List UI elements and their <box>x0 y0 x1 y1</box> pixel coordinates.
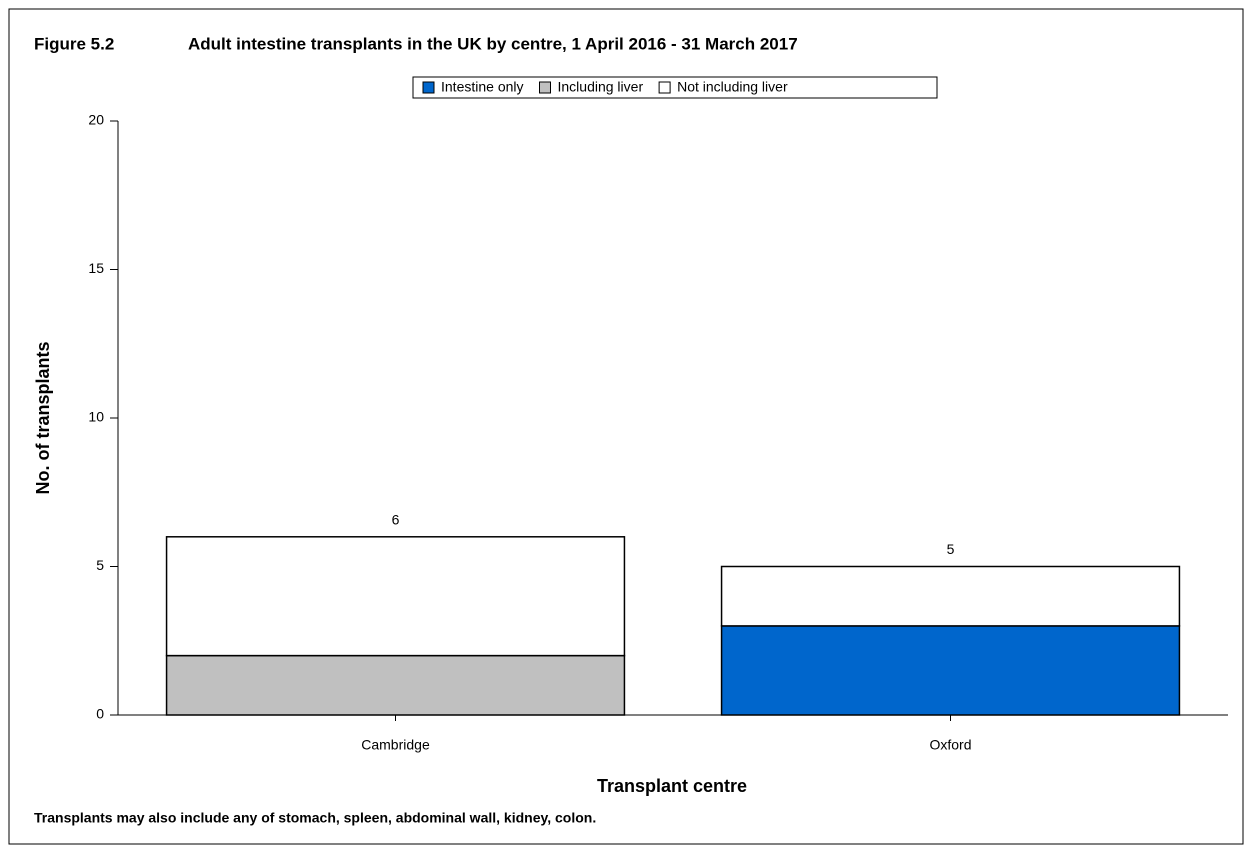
note: Transplants may also include any of stom… <box>34 810 596 826</box>
x-axis-title: Transplant centre <box>597 776 747 796</box>
bar-segment <box>165 536 626 657</box>
chart-title: Adult intestine transplants in the UK by… <box>188 34 798 53</box>
bar-segment <box>720 625 1181 716</box>
y-tick-label: 15 <box>88 260 104 276</box>
bar-segment <box>165 654 626 716</box>
legend-swatch <box>539 81 551 94</box>
frame <box>8 8 1244 845</box>
legend-swatch <box>422 81 435 94</box>
total-label: 6 <box>392 512 400 528</box>
y-tick-label: 10 <box>88 409 104 425</box>
y-tick-label: 20 <box>88 112 104 128</box>
legend-label: Not including liver <box>677 79 788 95</box>
legend-label: Intestine only <box>441 79 524 95</box>
figure-label: Figure 5.2 <box>34 34 114 53</box>
y-tick-label: 5 <box>96 557 104 573</box>
total-label: 5 <box>947 541 955 557</box>
x-tick-label: Cambridge <box>361 737 430 753</box>
legend-label: Including liver <box>558 79 644 95</box>
bar-segment <box>720 565 1181 627</box>
y-axis-title: No. of transplants <box>33 341 53 494</box>
x-tick-label: Oxford <box>929 737 971 753</box>
legend-swatch <box>658 81 671 94</box>
y-tick-label: 0 <box>96 706 104 722</box>
